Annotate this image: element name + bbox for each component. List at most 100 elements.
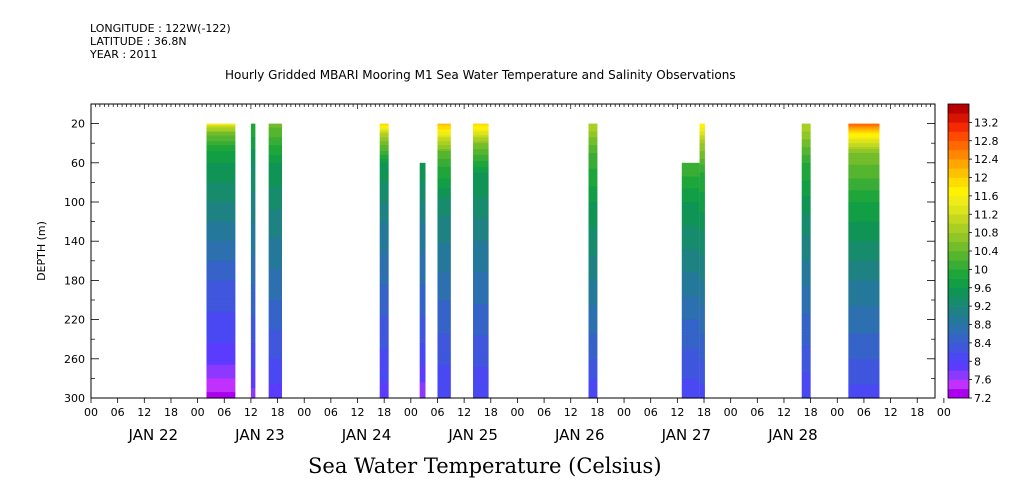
data-band	[473, 235, 489, 238]
data-band	[848, 162, 880, 166]
data-band	[699, 323, 705, 327]
data-band	[437, 129, 451, 133]
data-band	[681, 264, 700, 268]
data-band	[848, 229, 880, 232]
data-band	[699, 188, 705, 191]
data-band	[268, 396, 283, 399]
data-band	[206, 125, 236, 129]
data-band	[268, 229, 283, 232]
data-band	[268, 190, 283, 193]
data-band	[473, 329, 489, 332]
data-band	[699, 294, 705, 297]
data-band	[268, 350, 283, 354]
data-band	[473, 364, 489, 368]
data-band	[801, 245, 811, 248]
data-band	[250, 202, 256, 205]
data-band	[681, 247, 700, 250]
data-band	[848, 160, 880, 164]
data-band	[379, 249, 389, 252]
data-band	[588, 256, 598, 260]
data-band	[699, 207, 705, 211]
data-band	[473, 196, 489, 199]
colorbar-swatch	[948, 342, 969, 353]
data-band	[437, 347, 451, 350]
data-band	[268, 227, 283, 231]
data-band	[699, 313, 705, 317]
data-band	[379, 147, 389, 150]
data-band	[379, 237, 389, 240]
data-band	[206, 298, 236, 301]
data-band	[681, 362, 700, 366]
data-band	[473, 139, 489, 142]
data-band	[250, 266, 256, 270]
data-band	[419, 174, 426, 178]
data-band	[588, 143, 598, 146]
data-band	[268, 149, 283, 152]
data-band	[681, 372, 700, 376]
data-band	[473, 368, 489, 372]
data-band	[250, 276, 256, 280]
data-band	[437, 223, 451, 227]
data-band	[699, 278, 705, 281]
data-band	[379, 141, 389, 144]
data-band	[681, 364, 700, 368]
data-band	[801, 313, 811, 317]
data-band	[681, 347, 700, 350]
data-band	[437, 364, 451, 368]
data-band	[206, 153, 236, 156]
data-band	[473, 207, 489, 211]
data-band	[250, 176, 256, 180]
data-band	[801, 315, 811, 319]
data-band	[473, 188, 489, 191]
data-band	[206, 198, 236, 201]
data-band	[206, 350, 236, 354]
data-band	[473, 303, 489, 307]
data-band	[699, 260, 705, 264]
data-band	[801, 356, 811, 360]
data-band	[268, 184, 283, 187]
data-band	[419, 272, 426, 276]
data-column-4	[379, 123, 389, 399]
data-band	[588, 378, 598, 381]
data-band	[473, 158, 489, 162]
data-band	[250, 145, 256, 148]
data-band	[268, 141, 283, 144]
data-band	[268, 164, 283, 168]
data-band	[681, 341, 700, 344]
data-band	[437, 143, 451, 146]
data-band	[250, 378, 256, 381]
data-band	[379, 354, 389, 358]
data-band	[419, 301, 426, 305]
data-band	[379, 243, 389, 246]
data-band	[699, 307, 705, 311]
data-band	[848, 202, 880, 205]
data-band	[419, 196, 426, 199]
data-band	[801, 192, 811, 195]
data-band	[588, 192, 598, 195]
data-band	[848, 176, 880, 180]
data-band	[588, 268, 598, 272]
data-band	[588, 207, 598, 211]
data-band	[250, 129, 256, 133]
data-band	[588, 394, 598, 397]
data-band	[473, 135, 489, 138]
data-band	[588, 392, 598, 395]
data-band	[588, 164, 598, 168]
data-band	[379, 139, 389, 142]
data-band	[250, 392, 256, 395]
data-band	[801, 374, 811, 378]
data-band	[437, 151, 451, 154]
data-band	[681, 221, 700, 225]
data-band	[419, 313, 426, 317]
data-band	[588, 364, 598, 368]
data-band	[473, 274, 489, 278]
data-band	[848, 154, 880, 158]
data-band	[801, 376, 811, 379]
data-band	[206, 207, 236, 211]
data-band	[250, 268, 256, 272]
data-band	[801, 335, 811, 338]
data-band	[419, 341, 426, 344]
data-band	[268, 243, 283, 246]
data-band	[801, 309, 811, 313]
